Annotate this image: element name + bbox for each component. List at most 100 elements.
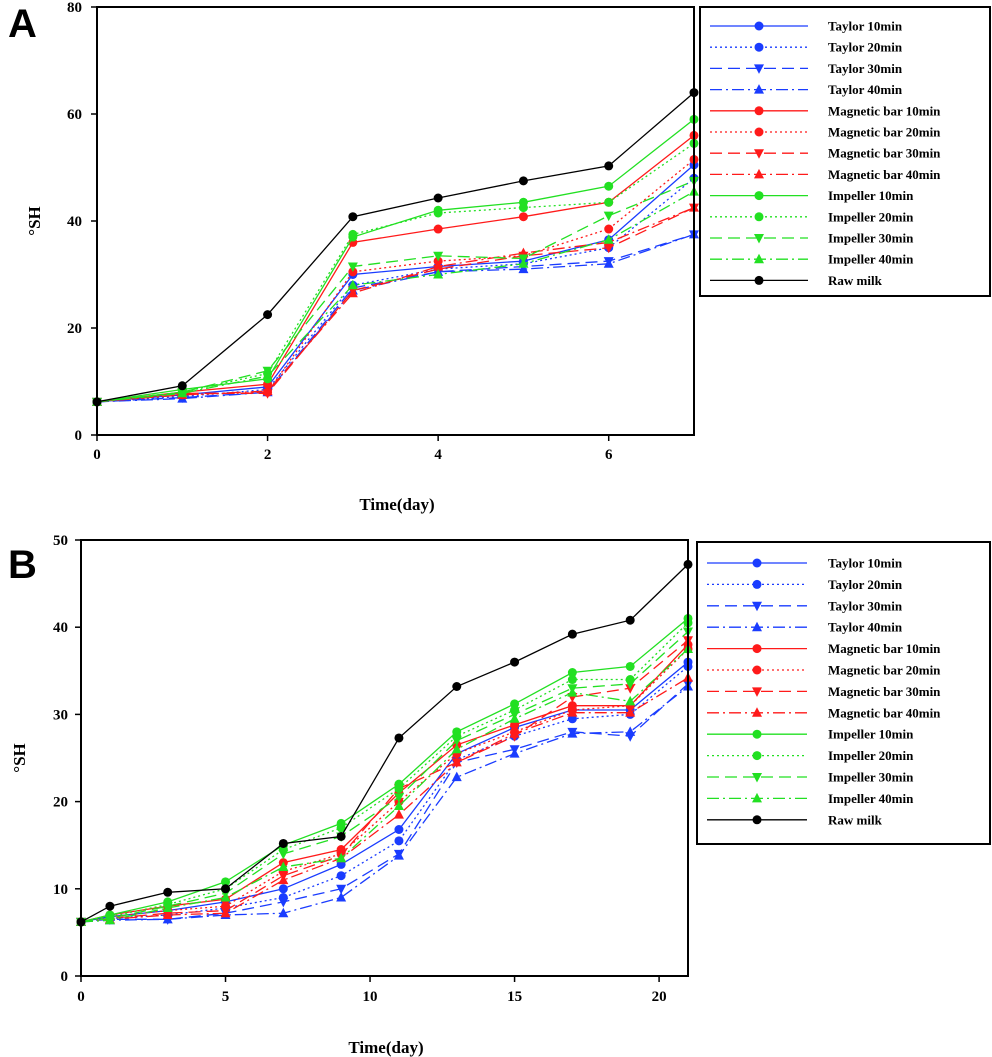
panel-b-legend: Taylor 10min Taylor 20min Taylor 30min Tayl… [696, 541, 991, 845]
panel-b-series-line [80, 648, 689, 923]
panel-b-data-point [567, 728, 578, 738]
panel-b-legend-entry: Magnetic bar 30min [707, 684, 941, 699]
panel-b-series-line [80, 563, 689, 923]
panel-b-data-point [625, 726, 636, 736]
panel-b-x-tick-label: 20 [652, 989, 667, 1005]
panel-b-data-point [163, 887, 173, 897]
panel-a-data-point [348, 229, 358, 239]
panel-b-data-point [509, 748, 520, 758]
panel-a-legend-label: Magnetic bar 40min [828, 167, 941, 182]
panel-b-series-7 [76, 636, 693, 928]
panel-b-data-point [567, 675, 577, 685]
panel-a-data-point [433, 260, 444, 271]
panel-a-legend-label: Taylor 30min [828, 61, 903, 76]
panel-a-data-point [262, 370, 273, 381]
panel-a-series-10 [92, 138, 699, 407]
panel-b-series-line [80, 661, 689, 923]
panel-a-series-7 [92, 203, 699, 408]
panel-b-data-point [393, 800, 404, 810]
panel-b-legend-marker [752, 621, 762, 632]
panel-b-legend-marker [752, 707, 762, 717]
panel-a-legend-marker [754, 168, 764, 179]
panel-a-series [92, 88, 699, 408]
panel-b-data-point [451, 756, 462, 767]
panel-b-legend-marker [752, 687, 762, 697]
panel-a-data-point [518, 203, 528, 213]
panel-b-y-tick-label: 40 [53, 620, 68, 636]
panel-b-legend-label: Raw milk [828, 812, 883, 827]
panel-a-series-line [96, 207, 695, 403]
panel-a-legend-entry: Impeller 40min [710, 252, 914, 267]
panel-b-series-11 [76, 627, 693, 928]
panel-a-legend-entry: Taylor 40min [710, 82, 903, 97]
panel-a-legend-entry: Magnetic bar 10min [710, 103, 941, 118]
panel-b-data-point [105, 901, 115, 911]
panel-a-data-point [263, 310, 273, 320]
panel-a-legend-entry: Magnetic bar 40min [710, 167, 941, 182]
panel-a-series-1 [92, 160, 699, 407]
panel-a-x-tick-label: 4 [434, 447, 442, 463]
panel-b-data-point [220, 907, 231, 918]
panel-b-legend-entry: Raw milk [707, 812, 883, 827]
panel-b-data-point [278, 897, 289, 908]
panel-b-data-point [451, 771, 462, 782]
panel-a-legend-marker [754, 42, 764, 52]
panel-b-legend-entry: Magnetic bar 20min [707, 663, 941, 678]
panel-b-legend-label: Impeller 40min [828, 791, 914, 806]
panel-b-data-point [336, 871, 346, 881]
panel-b-data-point [394, 825, 404, 835]
panel-a-legend-entry: Raw milk [710, 273, 883, 288]
panel-b-legend-label: Magnetic bar 40min [828, 705, 941, 720]
panel-a-legend-marker [754, 191, 764, 201]
panel-a-legend-label: Taylor 10min [828, 19, 903, 34]
panel-b-legend-label: Taylor 30min [828, 598, 903, 613]
panel-b-data-point [336, 892, 347, 902]
panel-a-series-line [96, 233, 695, 403]
panel-a-legend-entry: Impeller 10min [710, 188, 914, 203]
panel-a-x-axis-title: Time(day) [359, 495, 434, 514]
panel-a-series-2 [92, 173, 699, 407]
panel-b-data-point [336, 823, 346, 833]
panel-a-data-point [604, 224, 614, 234]
panel-a-x-tick-label: 0 [93, 447, 101, 463]
panel-a-legend-label: Impeller 40min [828, 252, 914, 267]
panel-b-data-point [510, 657, 520, 667]
panel-b-series-line [80, 639, 689, 923]
panel-b-legend-label: Taylor 10min [828, 556, 903, 571]
panel-a-data-point [262, 385, 273, 396]
panel-b-data-point [509, 728, 520, 738]
panel-b-y-tick-label: 0 [61, 969, 69, 985]
panel-b-series-line [80, 648, 689, 923]
panel-b-ticks: 0 5 10 15 20 0 10 20 30 40 50 [53, 533, 667, 1005]
panel-a-legend-entry: Impeller 20min [710, 209, 914, 224]
panel-b-legend-entry: Taylor 30min [707, 598, 903, 613]
panel-a-legend-marker [754, 106, 764, 116]
panel-a-legend-label: Magnetic bar 30min [828, 146, 941, 161]
panel-b-series-line [80, 677, 689, 923]
panel-b-data-point [393, 809, 404, 819]
panel-a-legend-entry: Taylor 20min [710, 40, 903, 55]
panel-b-y-tick-label: 30 [53, 707, 68, 723]
panel-a-series-line [96, 180, 695, 403]
panel-b-series-10 [76, 618, 693, 927]
panel-b-legend-label: Impeller 20min [828, 748, 914, 763]
panel-a-data-point [177, 381, 187, 391]
panel-a-series-line [96, 233, 695, 403]
panel-a-y-tick-label: 20 [67, 321, 82, 337]
panel-b-legend-label: Taylor 40min [828, 620, 903, 635]
panel-b-legend-label: Taylor 20min [828, 577, 903, 592]
panel-a-series-line [96, 92, 695, 403]
panel-b-data-point [336, 852, 347, 863]
panel-b-legend-marker [752, 729, 762, 739]
panel-b-series-line [80, 685, 689, 923]
panel-a-legend-label: Magnetic bar 20min [828, 125, 941, 140]
panel-b-legend-label: Impeller 30min [828, 770, 914, 785]
panel-b-series-line [80, 617, 689, 923]
panel-b-data-point [278, 907, 289, 918]
panel-a-data-point [433, 208, 443, 218]
panel-a-data-point [603, 211, 614, 222]
panel-b-legend-entry: Impeller 20min [707, 748, 914, 763]
panel-a-data-point [518, 212, 528, 222]
panel-b-data-point [278, 849, 289, 860]
panel-a-legend-marker [754, 253, 764, 264]
